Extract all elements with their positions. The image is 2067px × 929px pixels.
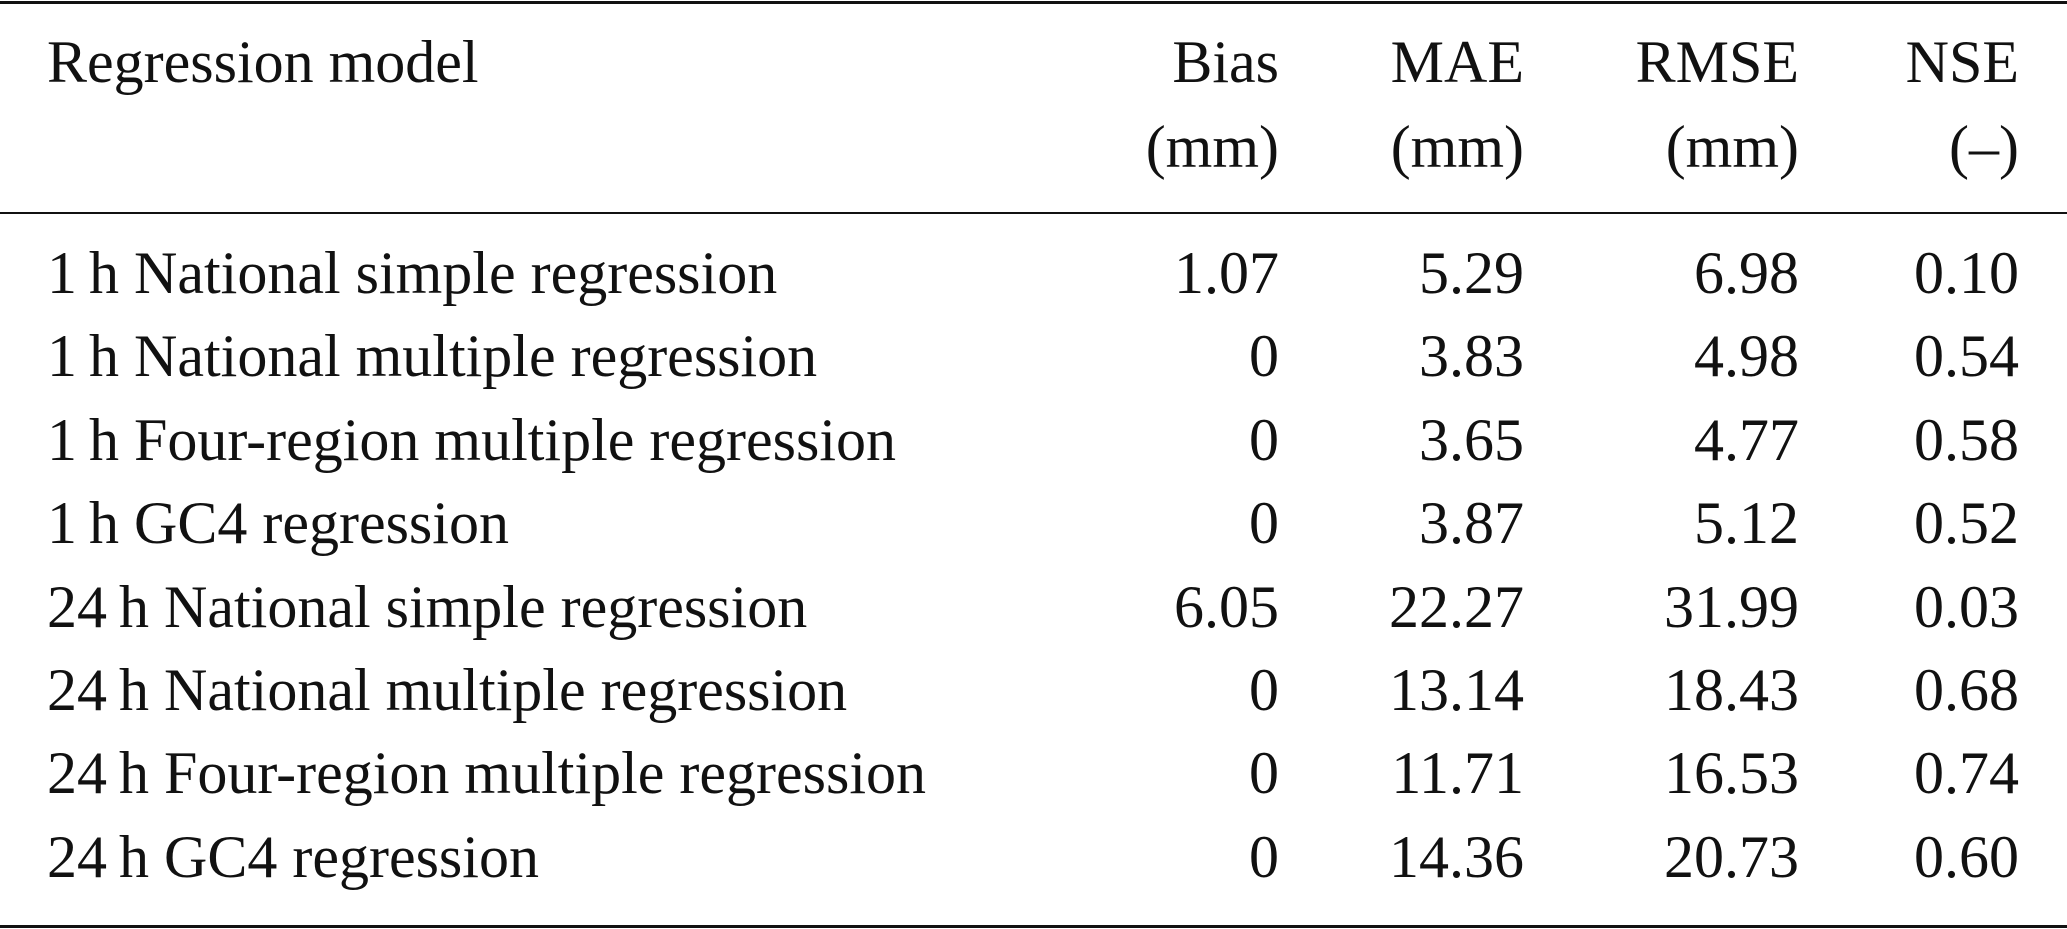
cell-value: 0.68 (1914, 657, 2019, 723)
row-label: 1 h National simple regression (47, 240, 778, 306)
cell-value: 14.36 (1389, 823, 1524, 890)
row-label: 1 h Four-region multiple regression (47, 406, 896, 473)
cell-value: 0.54 (1914, 323, 2019, 390)
cell-value: 11.71 (1391, 740, 1524, 807)
row-label: 24 h National simple regression (47, 573, 808, 640)
row-label: 24 h GC4 regression (47, 823, 539, 890)
bottom-rule (0, 925, 2067, 928)
cell-value: 0 (1249, 823, 1279, 890)
cell-value: 5.12 (1694, 490, 1799, 557)
cell-value: 13.14 (1389, 657, 1524, 723)
header-name: MAE (1390, 29, 1524, 95)
row-label: 1 h GC4 regression (47, 490, 509, 557)
row-label: 24 h National multiple regression (47, 657, 848, 723)
header-unit: (mm) (1145, 114, 1279, 180)
cell-value: 0 (1249, 740, 1279, 807)
cell-value: 0 (1249, 657, 1279, 723)
cell-value: 6.98 (1694, 240, 1799, 306)
cell-value: 0.03 (1914, 573, 2019, 640)
cell-value: 5.29 (1419, 240, 1524, 306)
header-name: Bias (1172, 29, 1279, 95)
cell-value: 0 (1249, 490, 1279, 557)
cell-value: 4.98 (1694, 323, 1799, 390)
cell-value: 3.83 (1419, 323, 1524, 390)
cell-value: 0.10 (1914, 240, 2019, 306)
header-name: RMSE (1635, 29, 1799, 95)
row-label: 24 h Four-region multiple regression (47, 740, 926, 807)
cell-value: 22.27 (1389, 573, 1524, 640)
mid-rule (0, 212, 2067, 214)
cell-value: 0.58 (1914, 406, 2019, 473)
header-unit: (mm) (1390, 114, 1524, 180)
header-unit: (–) (1949, 114, 2019, 180)
cell-value: 4.77 (1694, 406, 1799, 473)
cell-value: 20.73 (1664, 823, 1799, 890)
cell-value: 1.07 (1174, 240, 1279, 306)
header-name: Regression model (47, 29, 479, 95)
header-name: NSE (1905, 29, 2019, 95)
cell-value: 0 (1249, 406, 1279, 473)
cell-value: 0 (1249, 323, 1279, 390)
row-label: 1 h National multiple regression (47, 323, 818, 390)
cell-value: 3.65 (1419, 406, 1524, 473)
cell-value: 0.60 (1914, 823, 2019, 890)
cell-value: 18.43 (1664, 657, 1799, 723)
cell-value: 0.74 (1914, 740, 2019, 807)
header-unit: (mm) (1665, 114, 1799, 180)
cell-value: 3.87 (1419, 490, 1524, 557)
cell-value: 6.05 (1174, 573, 1279, 640)
cell-value: 16.53 (1664, 740, 1799, 807)
top-rule (0, 1, 2067, 4)
cell-value: 31.99 (1664, 573, 1799, 640)
cell-value: 0.52 (1914, 490, 2019, 557)
